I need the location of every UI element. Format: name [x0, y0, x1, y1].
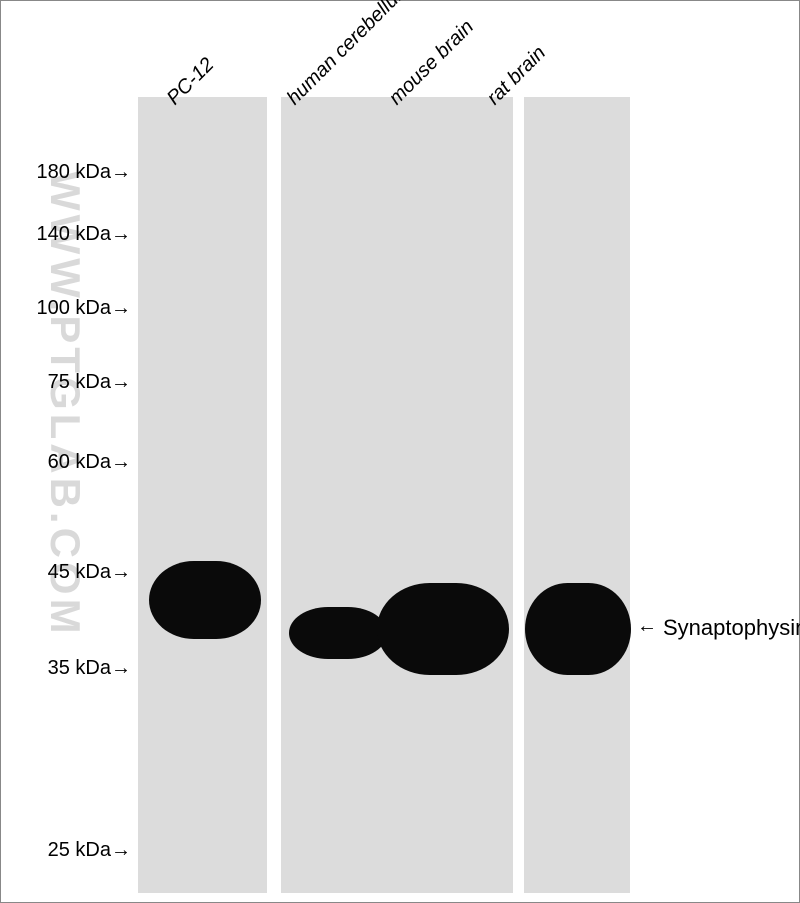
blot-panel-3	[523, 97, 631, 893]
band-rat-brain	[525, 583, 631, 675]
blot-panel-1	[137, 97, 268, 893]
marker-140: 140 kDa→	[11, 223, 131, 246]
blot-panel-2	[280, 97, 514, 893]
band-mouse-brain	[377, 583, 509, 675]
band-human-cerebellum	[289, 607, 387, 659]
marker-25: 25 kDa→	[23, 839, 131, 862]
marker-100: 100 kDa→	[11, 297, 131, 320]
target-protein-label: Synaptophysin	[663, 615, 800, 641]
band-pc12	[149, 561, 261, 639]
marker-60: 60 kDa→	[23, 451, 131, 474]
western-blot-figure: WWW.PTGLAB.COM PC-12 human cerebellum mo…	[0, 0, 800, 903]
marker-35: 35 kDa→	[23, 657, 131, 680]
marker-45: 45 kDa→	[23, 561, 131, 584]
marker-75: 75 kDa→	[23, 371, 131, 394]
lane-label-3: mouse brain	[385, 16, 479, 110]
marker-180: 180 kDa→	[11, 161, 131, 184]
target-arrow-icon: ←	[637, 615, 657, 638]
